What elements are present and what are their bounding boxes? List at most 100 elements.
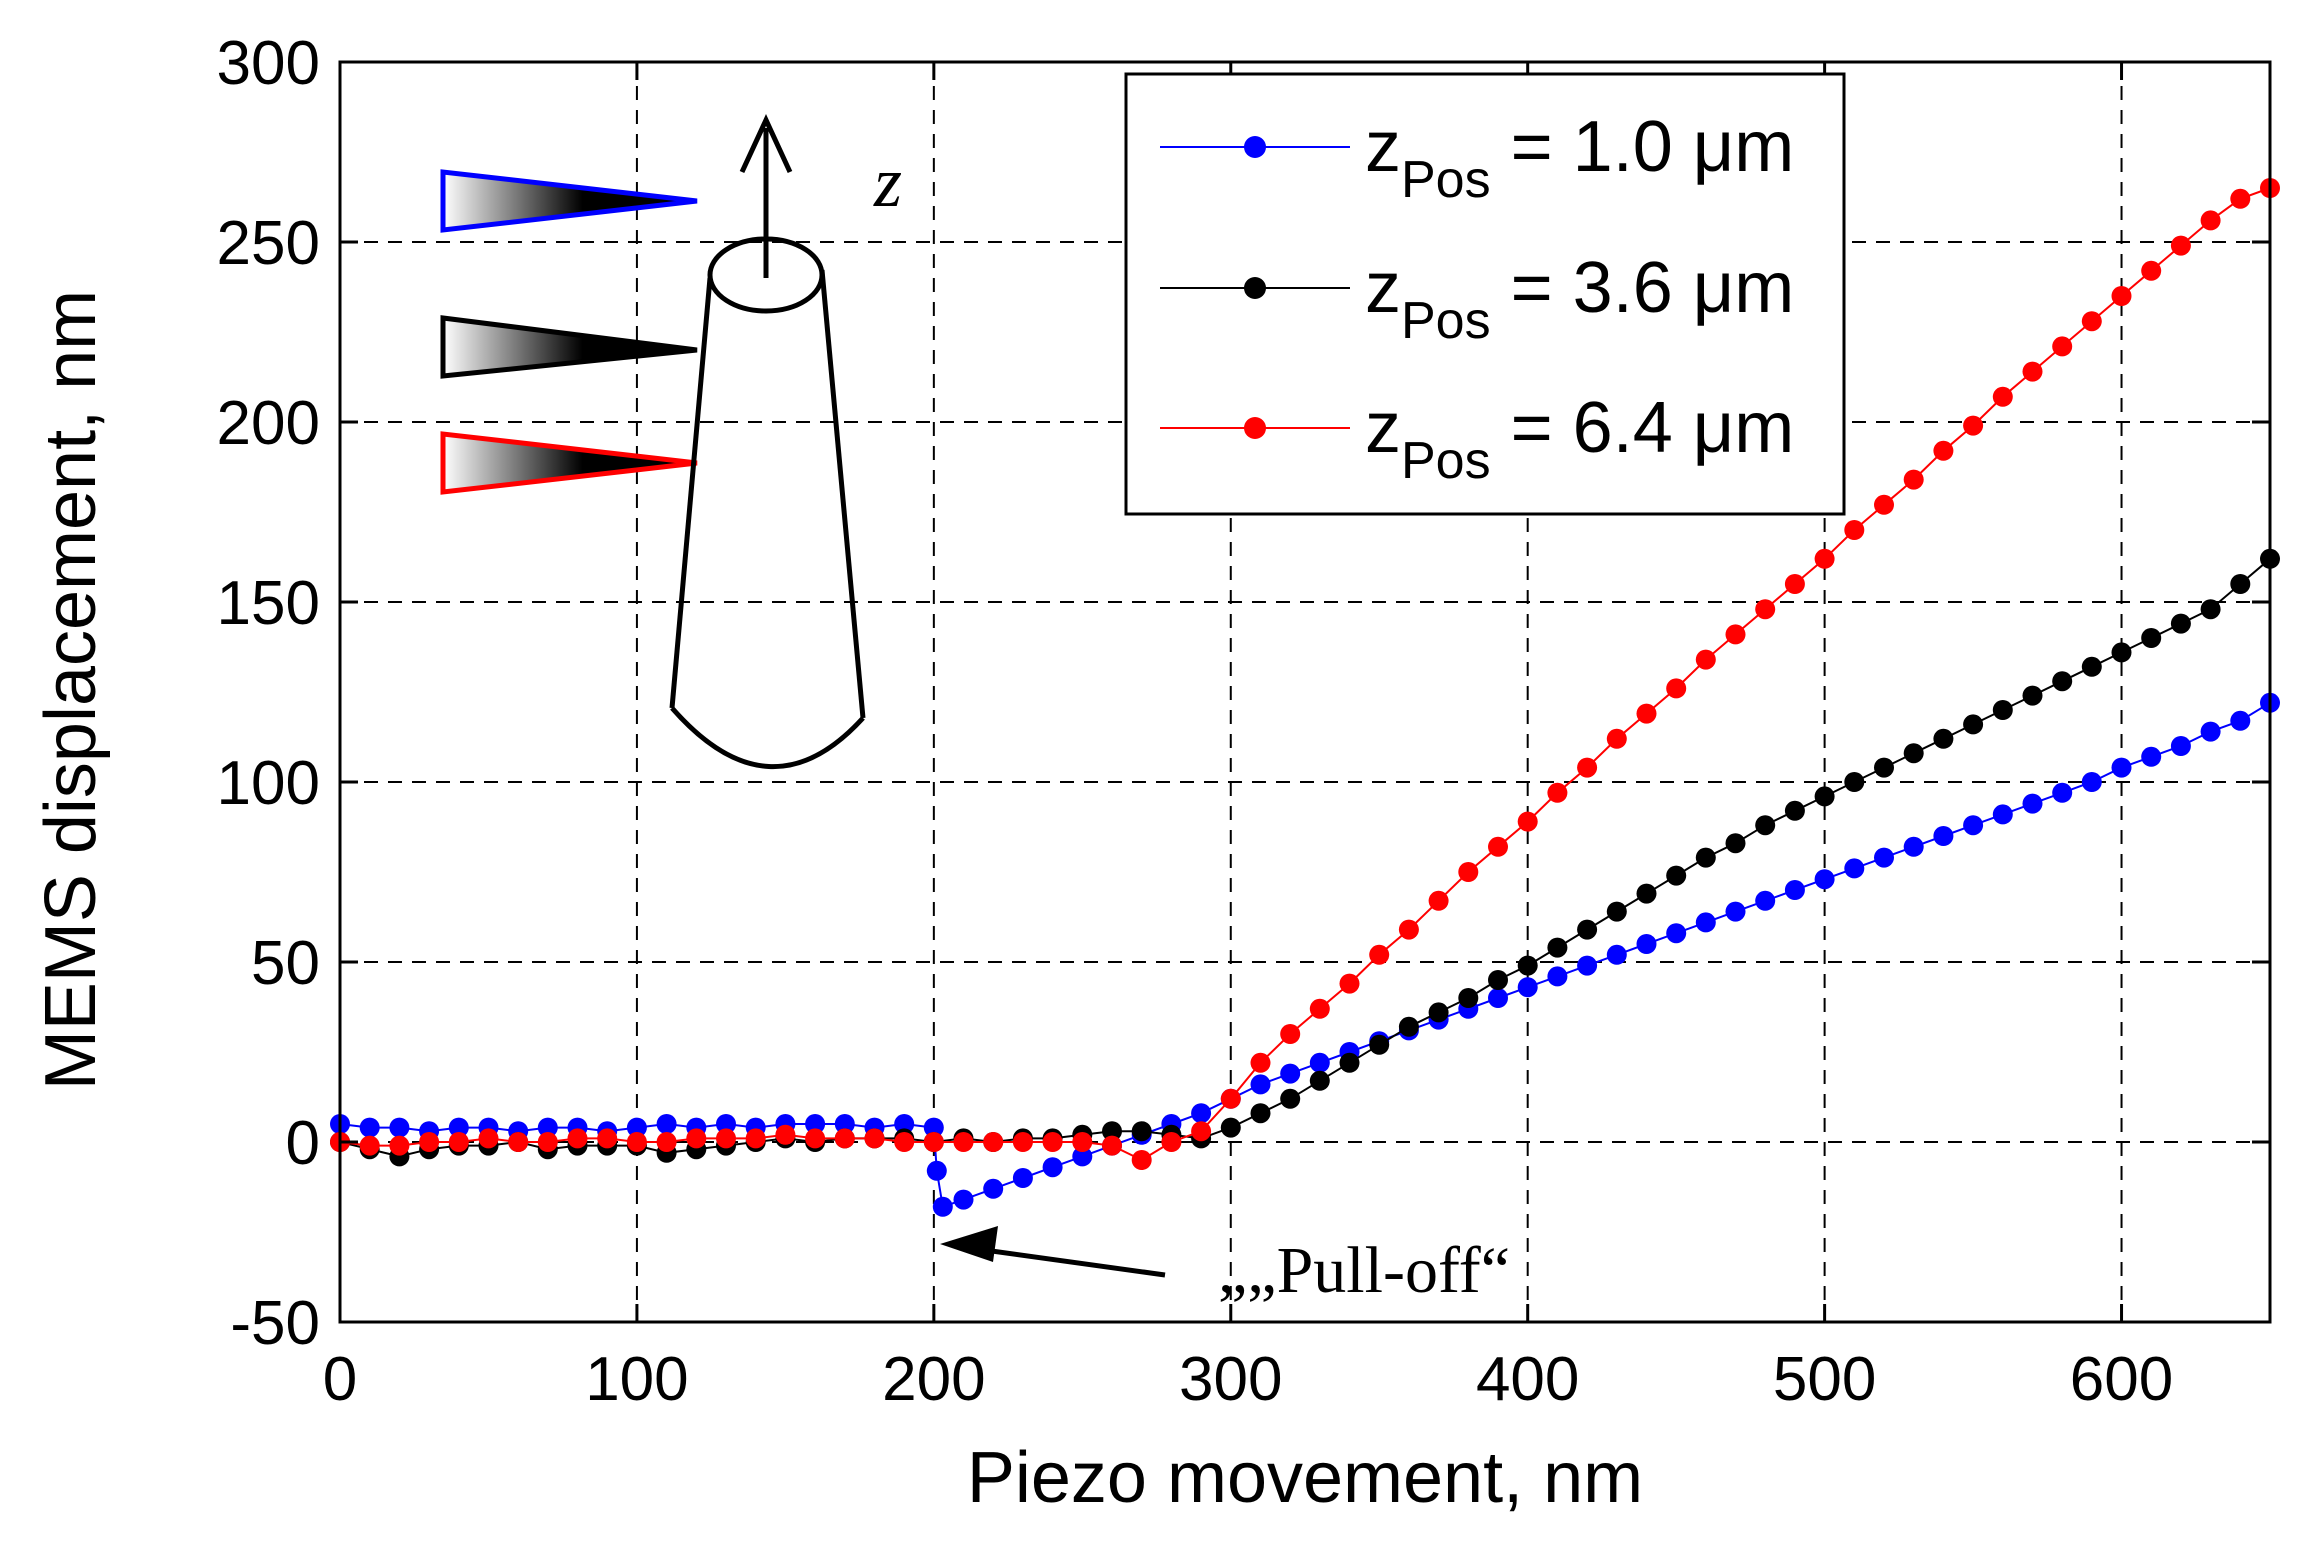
data-point <box>656 1114 677 1134</box>
data-point <box>953 1132 974 1152</box>
y-tick-label: 100 <box>217 749 320 818</box>
data-point <box>1933 728 1954 749</box>
data-point <box>926 1160 947 1181</box>
black-cantilever-tip <box>440 315 698 379</box>
legend-label-main: z <box>1365 107 1401 187</box>
data-point <box>1458 988 1479 1008</box>
data-point <box>1339 1052 1360 1073</box>
data-point <box>2081 311 2102 332</box>
x-tick-label: 500 <box>1773 1345 1876 1414</box>
data-point <box>1963 815 1984 836</box>
data-point <box>2111 642 2132 663</box>
data-point <box>1933 440 1954 461</box>
data-point <box>1428 1002 1449 1023</box>
data-point <box>537 1117 558 1138</box>
legend-label-value: = 1.0 μm <box>1491 107 1795 187</box>
data-point <box>1874 757 1894 778</box>
pull-off-annotation: „„Pull-off“ <box>940 1226 1510 1307</box>
data-point <box>1725 901 1746 922</box>
data-point <box>2081 772 2102 792</box>
y-tick-label: 200 <box>217 389 320 458</box>
series-line <box>339 558 2271 1158</box>
data-point <box>1488 836 1508 857</box>
x-tick-label: 200 <box>882 1345 985 1414</box>
data-point <box>1606 728 1627 749</box>
data-point <box>1636 883 1657 904</box>
data-point <box>1577 919 1598 940</box>
data-point <box>953 1189 974 1210</box>
data-point <box>932 1196 953 1217</box>
data-point <box>2170 613 2191 634</box>
data-point <box>1517 955 1538 976</box>
legend-label: zPos = 3.6 μm <box>1365 248 1794 350</box>
data-point <box>1547 782 1568 803</box>
series-2 <box>330 548 2280 1167</box>
data-point <box>1220 1088 1241 1109</box>
data-point <box>359 1117 380 1138</box>
legend-label-value: = 3.6 μm <box>1491 248 1795 328</box>
legend-marker <box>1244 277 1266 299</box>
y-tick-label: 150 <box>217 569 320 638</box>
data-point <box>923 1132 944 1152</box>
data-point <box>1844 520 1865 540</box>
data-point <box>2022 793 2043 814</box>
data-point <box>1903 836 1924 857</box>
data-point <box>1903 469 1924 490</box>
legend-label: zPos = 1.0 μm <box>1365 107 1794 209</box>
data-point <box>1220 1117 1241 1138</box>
data-point <box>2230 710 2251 731</box>
data-point <box>1309 1070 1330 1091</box>
data-point <box>2200 210 2221 231</box>
data-point <box>1339 973 1360 994</box>
data-point <box>1784 574 1805 594</box>
y-tick-label: 50 <box>251 929 320 998</box>
data-point <box>2081 656 2102 677</box>
data-point <box>1874 494 1894 515</box>
data-point <box>656 1132 677 1152</box>
data-point <box>1844 858 1865 879</box>
data-point <box>1250 1074 1271 1095</box>
data-point <box>389 1135 410 1156</box>
data-point <box>1102 1121 1122 1142</box>
data-point <box>2141 628 2162 648</box>
data-point <box>1814 786 1835 807</box>
data-point <box>1933 826 1954 846</box>
data-point <box>1398 919 1419 940</box>
data-point <box>1131 1121 1152 1142</box>
data-point <box>2052 782 2073 803</box>
data-point <box>2111 757 2132 778</box>
data-point <box>1042 1157 1063 1178</box>
data-point <box>1517 977 1538 998</box>
probe-schematic: z <box>440 114 902 769</box>
data-point <box>1725 624 1746 645</box>
probe-right-edge <box>819 269 866 719</box>
y-tick-label: 0 <box>286 1109 320 1178</box>
pull-off-arrow-head <box>940 1226 998 1262</box>
legend-marker <box>1244 417 1266 439</box>
data-point <box>389 1117 410 1138</box>
data-point <box>537 1132 558 1152</box>
data-point <box>1250 1103 1271 1124</box>
data-point <box>716 1128 736 1149</box>
x-tick-label: 400 <box>1476 1345 1579 1414</box>
data-point <box>2230 188 2251 209</box>
data-point <box>805 1128 826 1149</box>
data-point <box>1161 1132 1182 1152</box>
data-point <box>508 1132 529 1152</box>
data-point <box>1012 1168 1033 1188</box>
data-point <box>983 1132 1004 1152</box>
data-point <box>2170 736 2191 756</box>
data-point <box>1488 988 1508 1008</box>
blue-cantilever-tip <box>440 169 698 233</box>
data-point <box>1280 1088 1301 1109</box>
data-point <box>834 1114 855 1134</box>
x-tick-label: 300 <box>1179 1345 1282 1414</box>
data-point <box>2022 361 2043 382</box>
data-point <box>716 1114 736 1134</box>
red-cantilever-tip <box>440 431 698 495</box>
probe-left-edge <box>669 277 713 709</box>
data-point <box>448 1132 469 1152</box>
data-point <box>1072 1146 1093 1167</box>
